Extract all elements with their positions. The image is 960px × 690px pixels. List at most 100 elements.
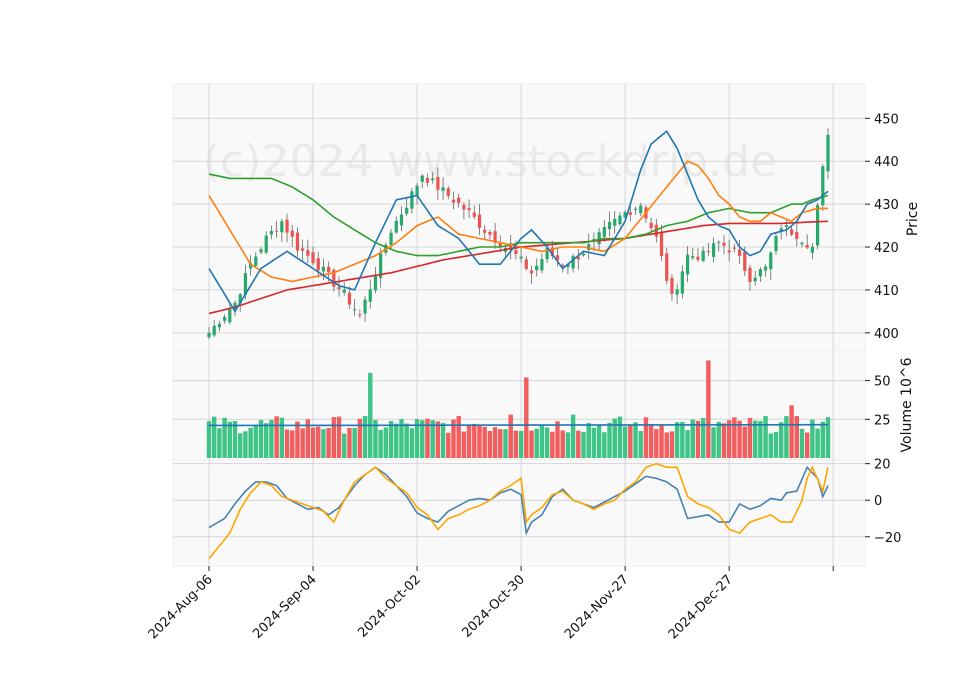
volume-bar bbox=[622, 426, 628, 458]
candle-up bbox=[581, 253, 586, 256]
volume-bar bbox=[716, 421, 721, 458]
candle-down bbox=[467, 208, 471, 211]
oscillator-line-b bbox=[208, 462, 829, 560]
candle-up bbox=[587, 244, 591, 251]
candle-up bbox=[519, 256, 523, 259]
volume-bar bbox=[784, 416, 789, 458]
candle-down bbox=[576, 256, 580, 260]
candle-up bbox=[394, 220, 398, 233]
volume-bar bbox=[570, 414, 576, 458]
volume-bar bbox=[524, 377, 529, 458]
candle-up bbox=[779, 228, 783, 232]
volume-bar bbox=[586, 423, 591, 458]
candle-up bbox=[259, 249, 263, 253]
volume-bar bbox=[628, 424, 633, 458]
volume-bar bbox=[560, 430, 565, 458]
x-tick-label: 2024-Nov-27 bbox=[562, 572, 632, 642]
volume-bar bbox=[773, 431, 779, 458]
volume-bar bbox=[721, 423, 727, 458]
candle-up bbox=[415, 185, 419, 197]
candle-down bbox=[306, 250, 310, 256]
candle-up bbox=[571, 255, 575, 269]
y-tick-label: 410 bbox=[874, 284, 899, 299]
oscillator-lines bbox=[208, 462, 829, 560]
volume-bar bbox=[388, 421, 394, 458]
volume-bar bbox=[669, 431, 675, 458]
candle-down bbox=[555, 255, 560, 261]
volume-bar bbox=[466, 425, 472, 458]
candle-down bbox=[493, 231, 497, 243]
volume-bar bbox=[581, 431, 586, 458]
candle-down bbox=[649, 222, 653, 229]
volume-bar bbox=[565, 432, 571, 458]
candle-up bbox=[597, 232, 601, 245]
volume-bar bbox=[680, 421, 685, 458]
candle-up bbox=[717, 241, 721, 243]
volume-bar bbox=[804, 432, 810, 458]
volume-bar bbox=[799, 428, 805, 458]
volume-bar bbox=[290, 430, 295, 458]
candle-down bbox=[722, 242, 726, 246]
candle-down bbox=[483, 229, 487, 233]
x-tick-label: 2024-Sep-04 bbox=[250, 572, 320, 642]
candle-down bbox=[529, 270, 534, 274]
volume-bar bbox=[685, 430, 690, 458]
volume-bar bbox=[539, 424, 545, 458]
candle-down bbox=[628, 212, 632, 215]
volume-bars bbox=[206, 360, 831, 458]
y-tick-label: 420 bbox=[874, 241, 899, 256]
volume-bar bbox=[310, 427, 316, 458]
candle-down bbox=[457, 197, 461, 204]
volume-bar bbox=[404, 423, 409, 458]
candle-up bbox=[540, 259, 544, 271]
volume-bar bbox=[706, 360, 711, 458]
candle-down bbox=[789, 229, 794, 235]
candle-down bbox=[436, 176, 440, 190]
candle-up bbox=[758, 269, 762, 277]
volume-bar bbox=[555, 421, 560, 458]
candle-down bbox=[358, 314, 362, 316]
volume-axis-title: Volume 10^6 bbox=[899, 357, 915, 452]
volume-bar bbox=[508, 414, 513, 458]
volume-bar bbox=[237, 433, 243, 458]
volume-bar bbox=[279, 417, 285, 458]
volume-bar bbox=[253, 424, 259, 458]
candle-up bbox=[602, 226, 606, 237]
ma-mid-line bbox=[208, 160, 828, 283]
volume-bar bbox=[758, 420, 763, 458]
candle-down bbox=[327, 266, 331, 273]
volume-bar bbox=[472, 423, 477, 458]
candle-down bbox=[472, 212, 476, 217]
volume-bar bbox=[425, 418, 430, 458]
volume-bar bbox=[414, 419, 420, 458]
candle-down bbox=[477, 214, 482, 228]
y-tick-label: −20 bbox=[874, 531, 901, 546]
y-tick-label: 400 bbox=[874, 327, 899, 342]
volume-bar bbox=[596, 424, 602, 458]
candle-up bbox=[685, 254, 690, 275]
candle-down bbox=[748, 267, 752, 282]
candle-down bbox=[311, 252, 315, 264]
moving-averages bbox=[208, 129, 829, 315]
candle-up bbox=[815, 205, 820, 246]
volume-bar bbox=[602, 432, 607, 458]
volume-bar bbox=[357, 418, 363, 458]
volume-bar bbox=[217, 428, 222, 458]
volume-bar bbox=[211, 416, 217, 458]
candle-up bbox=[566, 264, 570, 268]
volume-bar bbox=[591, 427, 597, 458]
volume-bar bbox=[248, 427, 253, 458]
volume-bar bbox=[269, 419, 274, 458]
candle-down bbox=[275, 230, 279, 232]
candle-up bbox=[441, 187, 445, 191]
candle-up bbox=[280, 221, 284, 233]
candle-up bbox=[264, 235, 268, 253]
candle-up bbox=[810, 246, 815, 253]
candle-up bbox=[711, 243, 716, 257]
y-tick-label: 0 bbox=[874, 494, 882, 509]
volume-bar bbox=[752, 420, 758, 458]
volume-bar bbox=[487, 430, 493, 458]
volume-bar bbox=[643, 417, 649, 458]
volume-average-line bbox=[208, 423, 829, 427]
volume-bar bbox=[399, 419, 404, 458]
